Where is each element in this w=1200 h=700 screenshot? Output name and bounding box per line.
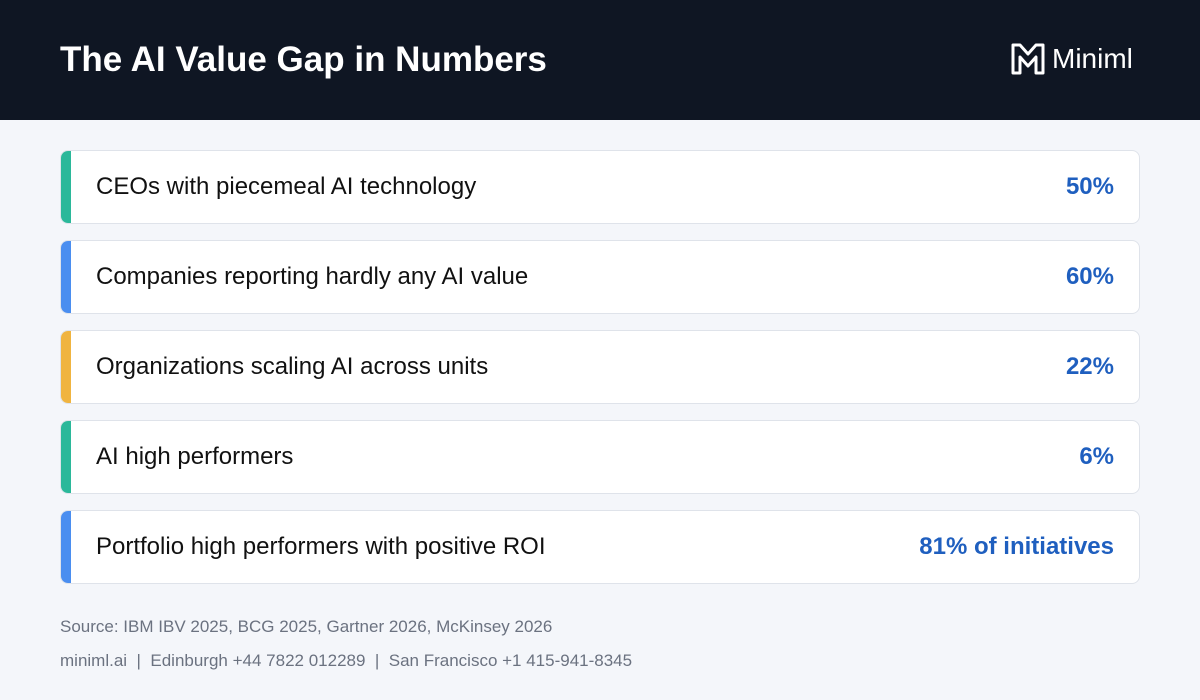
stat-value: 6% [1079,443,1114,470]
accent-bar [61,421,71,493]
stat-label: Portfolio high performers with positive … [96,533,546,560]
accent-bar [61,151,71,223]
accent-bar [61,511,71,583]
stat-list: CEOs with piecemeal AI technology 50% Comp… [60,150,1140,600]
stat-value: 81% of initiatives [919,533,1114,560]
stat-row: Organizations scaling AI across units 22% [60,330,1140,404]
stat-row: Companies reporting hardly any AI value 6… [60,240,1140,314]
stat-label: Companies reporting hardly any AI value [96,263,529,290]
logo-text: Miniml [1052,43,1133,74]
stat-row: CEOs with piecemeal AI technology 50% [60,150,1140,224]
logo-icon [1011,43,1045,75]
stat-value: 22% [1065,353,1114,380]
title: The AI Value Gap in Numbers [60,40,547,79]
stat-row: AI high performers 6% [60,420,1140,494]
stat-label: AI high performers [96,443,294,470]
header: The AI Value Gap in Numbers Miniml [0,0,1200,120]
stat-value: 60% [1065,263,1114,290]
source: Source: IBM IBV 2025, BCG 2025, Gartner … [60,617,553,636]
logo: Miniml [1010,42,1133,76]
contact: miniml.ai | Edinburgh +44 7822 012289 | … [60,651,633,670]
accent-bar [61,241,71,313]
stat-label: CEOs with piecemeal AI technology [96,173,477,200]
stat-label: Organizations scaling AI across units [96,353,489,380]
stat-row: Portfolio high performers with positive … [60,510,1140,584]
accent-bar [61,331,71,403]
stat-value: 50% [1065,173,1114,200]
